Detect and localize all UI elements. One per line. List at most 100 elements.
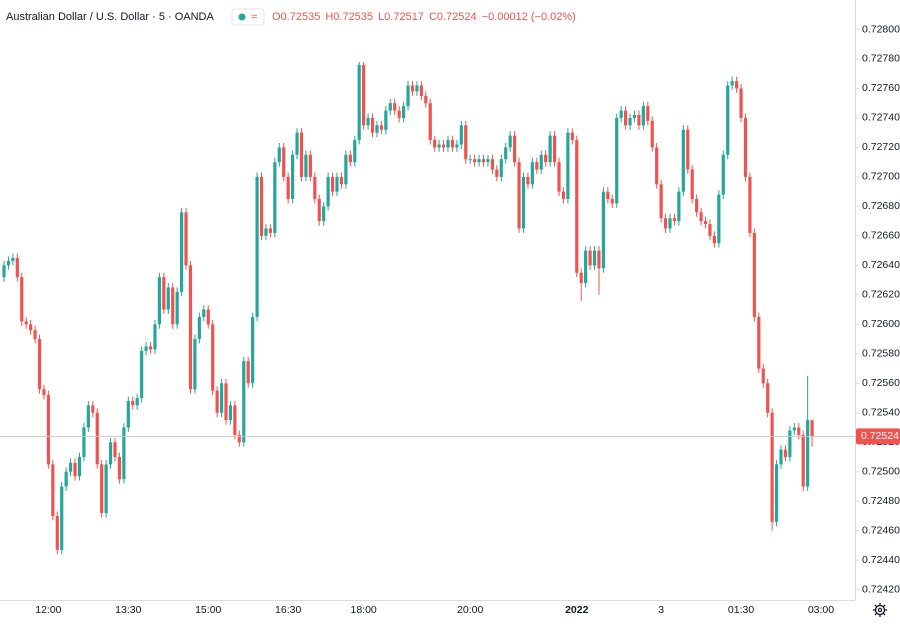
candle-body <box>277 147 281 163</box>
gear-teeth <box>873 603 887 617</box>
candle-body <box>86 405 90 428</box>
candle-body <box>251 316 255 384</box>
candle-body <box>686 129 690 170</box>
candle-body <box>224 383 228 421</box>
candle-body <box>100 464 104 514</box>
candle-body <box>317 199 321 222</box>
candle-body <box>530 162 534 185</box>
candle-body <box>330 176 335 192</box>
ohlc-value: −0.00012 (−0.02%) <box>482 11 576 23</box>
candle-body <box>521 176 526 229</box>
candle-body <box>397 110 401 118</box>
candle-body <box>162 277 166 310</box>
candle-body <box>175 291 179 325</box>
candle-body <box>721 154 725 195</box>
candle-body <box>752 232 756 317</box>
candle-body <box>615 117 619 204</box>
candle-body <box>255 176 259 317</box>
candle-body <box>15 257 19 278</box>
candle-body <box>6 260 11 266</box>
candle-body <box>406 85 410 107</box>
candle-body <box>428 103 432 141</box>
y-tick-label: 0.72680 <box>862 200 900 212</box>
candle-body <box>424 95 428 104</box>
candle-body <box>726 85 730 155</box>
candle-body <box>246 361 250 384</box>
candle-body <box>628 117 632 126</box>
candle-body <box>592 250 597 266</box>
status-badges: ≈ <box>231 8 265 26</box>
y-tick-label: 0.72760 <box>862 82 900 94</box>
y-tick-label: 0.72800 <box>862 23 900 35</box>
candle-body <box>548 135 552 163</box>
candle-body <box>282 147 286 177</box>
candle-body <box>490 159 494 170</box>
candle-body <box>717 194 721 244</box>
candle-body <box>42 389 46 396</box>
candle-body <box>335 176 339 192</box>
candle-body <box>637 114 641 126</box>
candle-body <box>299 132 304 177</box>
candle-body <box>157 277 161 325</box>
candle-body <box>206 309 210 325</box>
y-tick-label: 0.72500 <box>862 466 900 478</box>
candle-body <box>695 199 699 213</box>
candle-body <box>655 147 659 185</box>
candle-body <box>504 147 508 160</box>
candle-body <box>237 434 241 443</box>
badge[interactable] <box>231 8 265 26</box>
candle-body <box>402 106 406 118</box>
candle-body <box>77 457 82 477</box>
candle-body <box>739 88 743 118</box>
delay-icon: ≈ <box>251 11 257 23</box>
candle-body <box>55 515 59 550</box>
candle-body <box>517 162 521 229</box>
candle-body <box>82 427 86 458</box>
candle-body <box>801 434 805 487</box>
candle-body <box>459 125 463 145</box>
candle-body <box>388 103 392 111</box>
candle-body <box>641 106 645 126</box>
candle-body <box>242 361 246 443</box>
candle-body <box>308 154 312 177</box>
candle-body <box>433 140 437 148</box>
candle-body <box>286 176 290 200</box>
ohlc-info: O0.72535 H0.72535 L0.72517 C0.72524 −0.00012… <box>272 11 576 23</box>
candle-body <box>539 154 543 170</box>
candle-body <box>91 405 95 413</box>
candle-body <box>481 159 486 163</box>
candle-body <box>313 176 317 200</box>
candle-body <box>184 212 188 266</box>
candle-body <box>104 464 108 514</box>
y-tick-label: 0.72440 <box>862 554 900 566</box>
x-tick-label: 03:00 <box>808 604 834 616</box>
candle-body <box>20 277 24 322</box>
candle-body <box>792 427 796 431</box>
candle-body <box>570 132 574 141</box>
candle-body <box>624 110 628 126</box>
candle-body <box>601 191 605 269</box>
candle-body <box>273 162 277 233</box>
candle-body <box>113 442 117 458</box>
candle-body <box>646 106 650 121</box>
candle-body <box>468 159 472 161</box>
candle-body <box>135 398 139 406</box>
candle-body <box>588 250 592 266</box>
candle-body <box>108 442 113 465</box>
candle-body <box>73 462 77 477</box>
settings-button[interactable] <box>873 603 887 617</box>
candles <box>2 61 814 555</box>
candle-body <box>202 309 206 317</box>
candle-body <box>486 159 490 163</box>
candle-body <box>774 464 779 522</box>
ohlc-value: O0.72535 <box>272 11 320 23</box>
x-tick-label: 01:30 <box>728 604 754 616</box>
candle-body <box>304 154 308 177</box>
candle-body <box>37 339 42 390</box>
candle-body <box>708 224 712 236</box>
x-tick-label: 16:30 <box>275 604 301 616</box>
y-tick-label: 0.72660 <box>862 230 900 242</box>
